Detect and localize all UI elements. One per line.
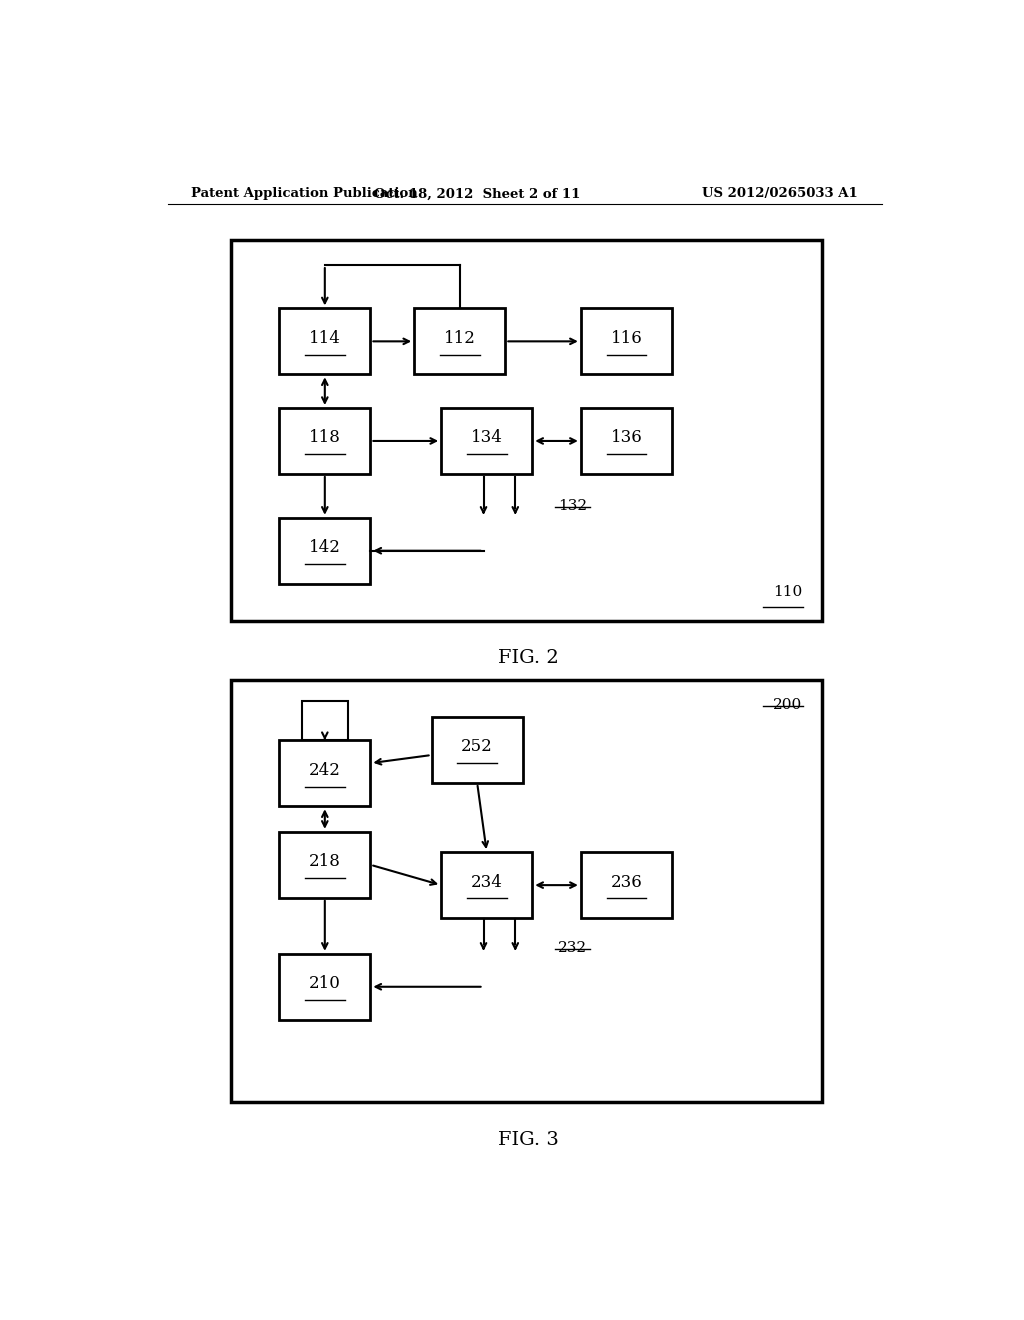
Text: FIG. 3: FIG. 3 — [499, 1131, 559, 1150]
Text: 232: 232 — [558, 941, 587, 956]
Bar — [581, 408, 672, 474]
Text: 112: 112 — [443, 330, 476, 347]
Text: 210: 210 — [309, 975, 341, 993]
Bar — [441, 408, 532, 474]
Text: 118: 118 — [309, 429, 341, 446]
Bar — [280, 954, 371, 1020]
Text: 142: 142 — [309, 539, 341, 556]
Bar — [414, 309, 506, 375]
Bar — [431, 717, 523, 783]
Bar — [280, 832, 371, 898]
Text: 234: 234 — [471, 874, 503, 891]
Text: 242: 242 — [309, 762, 341, 779]
Text: 134: 134 — [471, 429, 503, 446]
Text: 218: 218 — [309, 853, 341, 870]
Bar — [437, 385, 663, 477]
Bar — [581, 853, 672, 919]
Bar — [280, 408, 371, 474]
Text: FIG. 2: FIG. 2 — [499, 649, 559, 668]
Text: 136: 136 — [610, 429, 642, 446]
Bar — [280, 741, 371, 807]
Bar — [231, 240, 822, 620]
Text: 252: 252 — [461, 738, 494, 755]
Text: Oct. 18, 2012  Sheet 2 of 11: Oct. 18, 2012 Sheet 2 of 11 — [374, 187, 581, 201]
Bar — [302, 701, 348, 739]
Text: 114: 114 — [309, 330, 341, 347]
Text: US 2012/0265033 A1: US 2012/0265033 A1 — [702, 187, 858, 201]
Text: 236: 236 — [610, 874, 642, 891]
Bar — [231, 680, 822, 1102]
Text: 200: 200 — [773, 698, 803, 711]
Text: 110: 110 — [773, 585, 803, 598]
Text: Patent Application Publication: Patent Application Publication — [191, 187, 418, 201]
Bar — [437, 828, 663, 919]
Bar — [441, 853, 532, 919]
Bar — [280, 517, 371, 583]
Bar — [581, 309, 672, 375]
Text: 116: 116 — [610, 330, 642, 347]
Text: 132: 132 — [558, 499, 587, 513]
Bar — [280, 309, 371, 375]
